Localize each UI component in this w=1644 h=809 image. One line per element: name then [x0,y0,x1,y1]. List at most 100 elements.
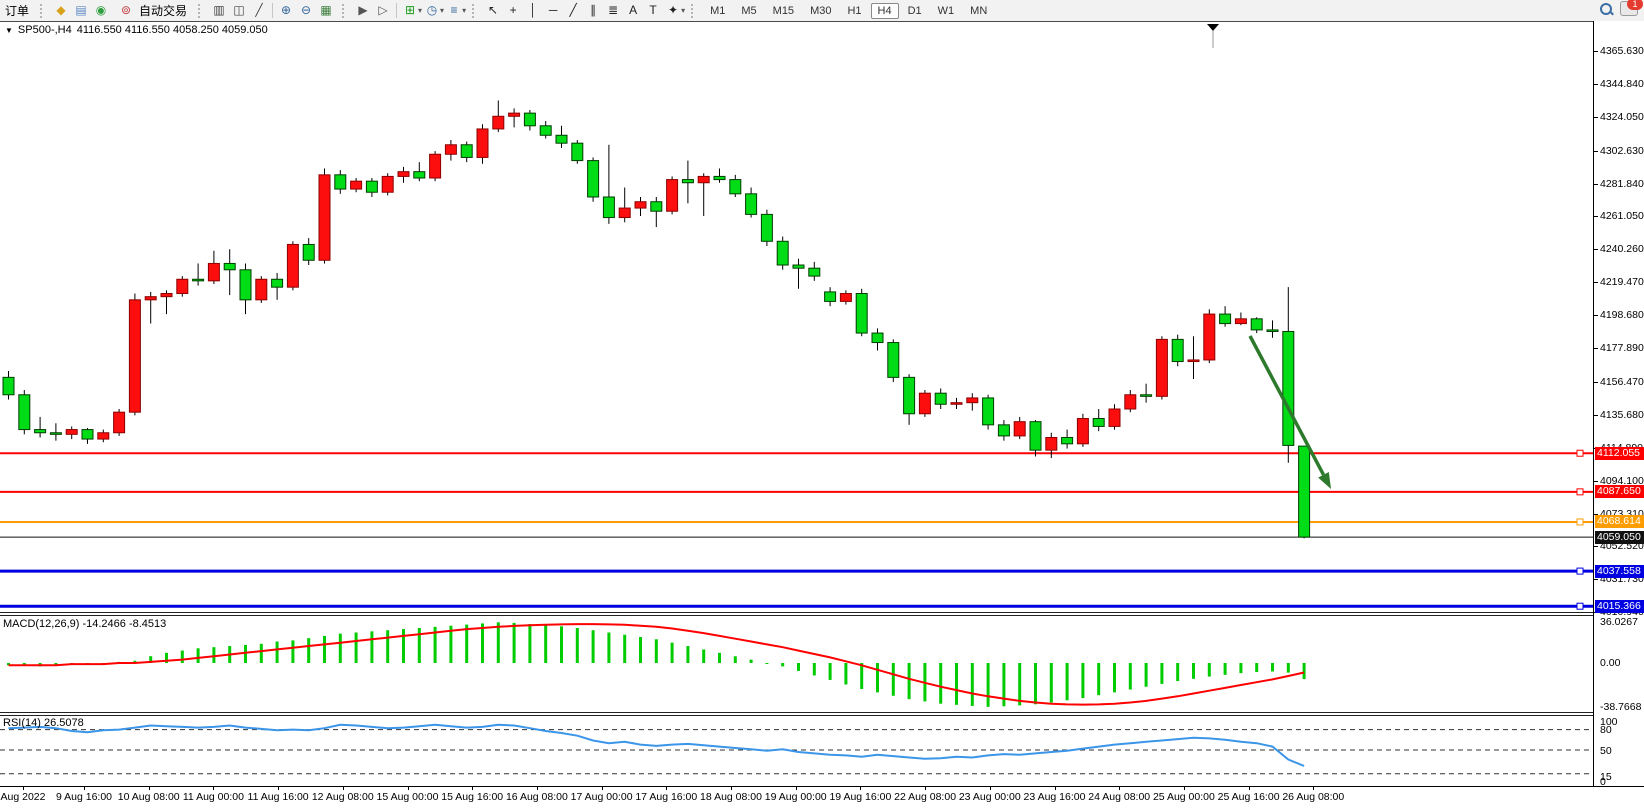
level-line-handle[interactable] [1576,488,1584,496]
dropdown-caret-icon[interactable]: ▾ [462,6,467,15]
timeframe-button-m1[interactable]: M1 [710,4,726,17]
time-tick-mark [925,787,927,790]
timeframe-button-w1[interactable]: W1 [937,4,955,17]
symbol-period-label: SP500-,H4 [17,24,72,36]
timeframe-button-h1[interactable]: H1 [847,4,862,17]
autoscroll-icon[interactable]: ▶ [358,3,368,17]
level-line-handle[interactable] [1576,567,1584,575]
macd-histogram-bar [560,626,563,663]
autotrade-button[interactable]: ⊚ 自动交易 [111,2,192,19]
notifications-icon[interactable]: 1 [1620,0,1643,16]
zoom-in-icon[interactable]: ⊕ [281,3,292,17]
time-tick-label: 9 Aug 16:00 [55,791,113,803]
label-icon[interactable]: T [649,3,657,17]
time-tick-label: 19 Aug 16:00 [829,791,892,803]
trend-arrow[interactable] [1248,335,1326,476]
toolbar-grip[interactable] [40,3,46,18]
pane-divider[interactable] [0,612,1644,616]
new-order-button[interactable]: 订单 [5,4,30,18]
trend-arrow-head[interactable] [1318,472,1331,489]
macd-pane[interactable] [0,616,1593,712]
timeframe-button-mn[interactable]: MN [970,4,988,17]
templates-menu-icon[interactable]: ≡ [450,3,458,17]
toolbar-grip[interactable] [198,3,204,18]
search-icon[interactable] [1600,2,1612,15]
pane-divider[interactable] [0,712,1644,716]
candle-down [887,342,900,378]
level-line-handle[interactable] [1576,602,1584,610]
toolbar-grip[interactable] [691,3,697,18]
candle-down [1298,445,1311,538]
time-tick-label: 23 Aug 00:00 [958,791,1021,803]
price-tick-label: 4261.050 [1594,210,1644,223]
candle-down [934,392,947,405]
candlestick-chart-icon[interactable]: ◫ [233,3,245,17]
horizontal-line-icon[interactable]: ─ [548,3,558,17]
timeframe-button-m5[interactable]: M5 [741,4,757,17]
dropdown-caret-icon[interactable]: ▾ [418,6,423,15]
level-line-handle[interactable] [1576,518,1584,526]
notification-badge: 1 [1627,0,1643,10]
crosshair-icon[interactable]: + [509,3,517,17]
chart-shift-icon[interactable]: ▷ [378,3,388,17]
periods-menu-icon[interactable]: ◷ [426,3,438,17]
bar-chart-icon[interactable]: ▥ [213,3,225,17]
rsi-chart [0,723,1593,775]
candle-down [602,196,615,219]
candle-down [681,179,694,184]
macd-scale-label: -38.7668 [1600,701,1642,713]
publish-icon[interactable]: ▤ [75,3,87,17]
candle-down [871,332,884,344]
price-axis: 4365.630 4344.840 4324.050 4302.630 4281.840… [1593,21,1644,788]
time-tick-mark [1119,787,1121,790]
macd-histogram-bar [1223,663,1227,675]
arrows-menu-icon[interactable]: ✦ [668,3,679,17]
cursor-icon[interactable]: ↖ [488,3,499,17]
candle-down [555,134,568,144]
timeframe-button-m15[interactable]: M15 [772,4,795,17]
time-tick-mark [731,787,732,790]
tile-windows-icon[interactable]: ▦ [320,3,332,17]
signal-icon[interactable]: ◉ [95,3,107,17]
trendline-icon[interactable]: ╱ [569,3,577,17]
rsi-pane[interactable] [0,716,1593,784]
timeframe-button-h4[interactable]: H4 [870,2,899,19]
dropdown-caret-icon[interactable]: ▾ [681,6,686,15]
candle-up [1234,318,1247,325]
rsi-scale-label: 100 [1600,716,1618,728]
candle-up [255,278,268,301]
channel-icon[interactable]: ∥ [590,3,597,17]
rsi-scale-label: 0 [1600,776,1606,788]
price-chart-pane[interactable] [0,22,1593,612]
timeframe-button-m30[interactable]: M30 [810,4,832,17]
toolbar-grip[interactable] [472,3,478,18]
level-line-handle[interactable] [1576,449,1584,457]
level-price-badge: 4068.614 [1595,515,1644,529]
time-tick-label: 12 Aug 08:00 [311,791,374,803]
macd-histogram-bar [1302,663,1306,680]
gold-icon[interactable]: ◆ [56,3,66,17]
macd-histogram-bar [417,627,421,663]
chart-title: ▼ SP500-,H4 4116.550 4116.550 4058.250 4… [5,24,268,36]
text-icon[interactable]: A [629,3,638,17]
chart-shift-marker[interactable] [1207,24,1219,31]
time-tick-mark [278,787,280,790]
timeframe-button-d1[interactable]: D1 [907,4,922,17]
current-price-badge: 4059.050 [1595,530,1644,544]
vertical-line-icon[interactable]: │ [529,3,537,17]
level-price-badge: 4112.055 [1595,446,1644,460]
dropdown-caret-icon[interactable]: ▾ [440,6,445,15]
fibonacci-icon[interactable]: ≣ [608,3,619,17]
zoom-out-icon[interactable]: ⊖ [301,3,312,17]
candle-up [666,179,679,212]
macd-histogram-bar [212,647,216,663]
time-tick-mark [1054,787,1056,790]
indicators-menu-icon[interactable]: ⊞ [405,3,416,17]
toolbar-grip[interactable] [342,3,348,18]
macd-histogram-bar [970,663,974,706]
macd-histogram-bar [544,625,548,663]
macd-histogram-bar [22,663,26,666]
macd-histogram-bar [907,663,911,700]
candle-down [571,142,584,162]
line-chart-icon[interactable]: ╱ [255,3,263,17]
